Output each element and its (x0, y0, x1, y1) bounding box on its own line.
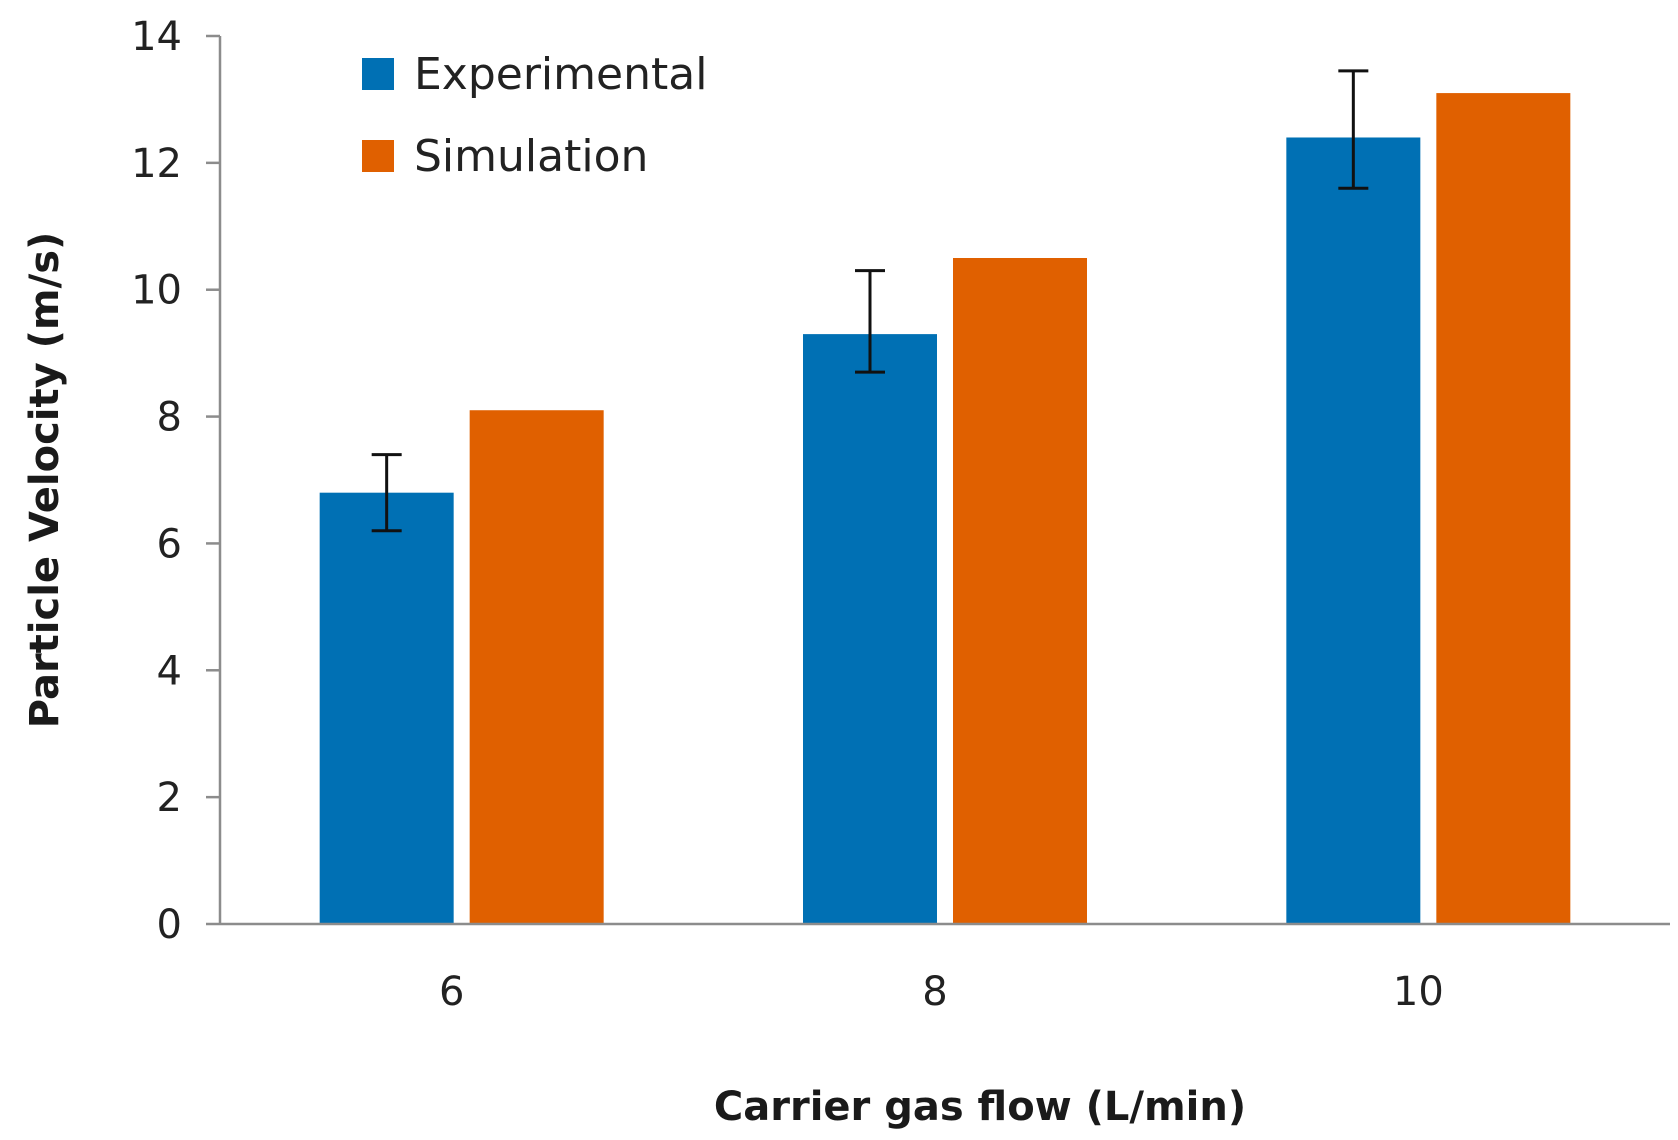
x-tick-label: 10 (1393, 969, 1444, 1015)
x-axis-title: Carrier gas flow (L/min) (714, 1084, 1246, 1130)
bar-simulation-6 (469, 410, 604, 924)
legend-swatch-simulation (362, 140, 394, 172)
y-axis-title: Particle Velocity (m/s) (22, 232, 68, 729)
bar-experimental-8 (803, 334, 937, 925)
y-tick-label: 6 (157, 521, 182, 567)
y-tick-label: 14 (131, 14, 182, 60)
bar-simulation-8 (953, 258, 1087, 924)
y-tick-label: 12 (131, 141, 182, 187)
bar-experimental-6 (319, 492, 454, 924)
bar-experimental-10 (1286, 137, 1421, 924)
x-axis-ticks: 6 8 10 (439, 969, 1444, 1015)
x-tick-label: 8 (922, 969, 947, 1015)
y-tick-label: 0 (157, 902, 182, 948)
y-tick-label: 8 (157, 395, 182, 441)
error-bars (371, 69, 1369, 533)
legend-label-experimental: Experimental (414, 49, 707, 100)
y-tick-label: 2 (157, 775, 182, 821)
bar-simulation-10 (1436, 93, 1571, 925)
x-tick-label: 6 (439, 969, 464, 1015)
y-axis-ticks: 0 2 4 6 8 10 12 14 (131, 14, 220, 948)
legend-swatch-experimental (362, 58, 394, 90)
y-tick-label: 10 (131, 268, 182, 314)
bars (319, 93, 1571, 925)
axes (218, 36, 1670, 926)
legend-label-simulation: Simulation (414, 131, 648, 182)
legend: Experimental Simulation (362, 49, 707, 182)
y-tick-label: 4 (157, 648, 182, 694)
